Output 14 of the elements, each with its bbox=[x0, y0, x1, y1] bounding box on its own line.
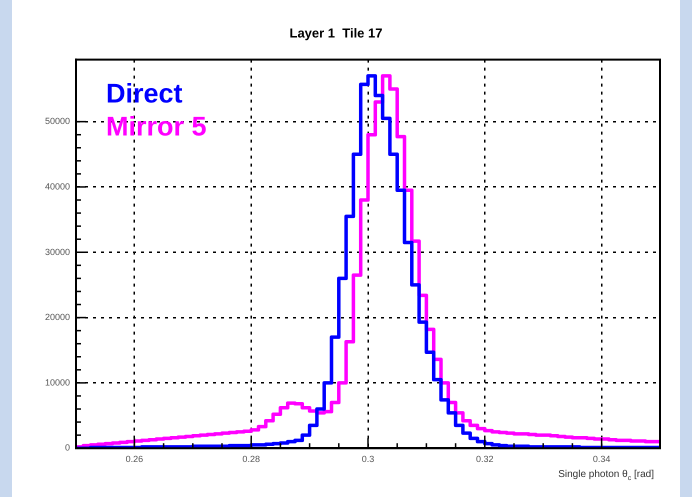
chart-title: Layer 1 Tile 17 bbox=[290, 25, 382, 40]
y-tick-label: 50000 bbox=[44, 116, 70, 126]
y-tick-label: 10000 bbox=[44, 377, 70, 388]
x-tick-label: 0.3 bbox=[362, 454, 374, 464]
y-tick-label: 0 bbox=[64, 442, 70, 453]
x-tick-label: 0.26 bbox=[126, 454, 144, 464]
y-tick-label: 30000 bbox=[44, 246, 70, 257]
x-tick-label: 0.32 bbox=[476, 454, 494, 464]
y-tick-label: 20000 bbox=[44, 312, 70, 322]
x-tick-label: 0.34 bbox=[592, 454, 610, 464]
y-tick-label: 40000 bbox=[44, 181, 70, 192]
x-tick-label: 0.28 bbox=[242, 454, 260, 464]
text: Mirror 5 bbox=[106, 112, 207, 142]
text: Direct bbox=[106, 78, 183, 109]
